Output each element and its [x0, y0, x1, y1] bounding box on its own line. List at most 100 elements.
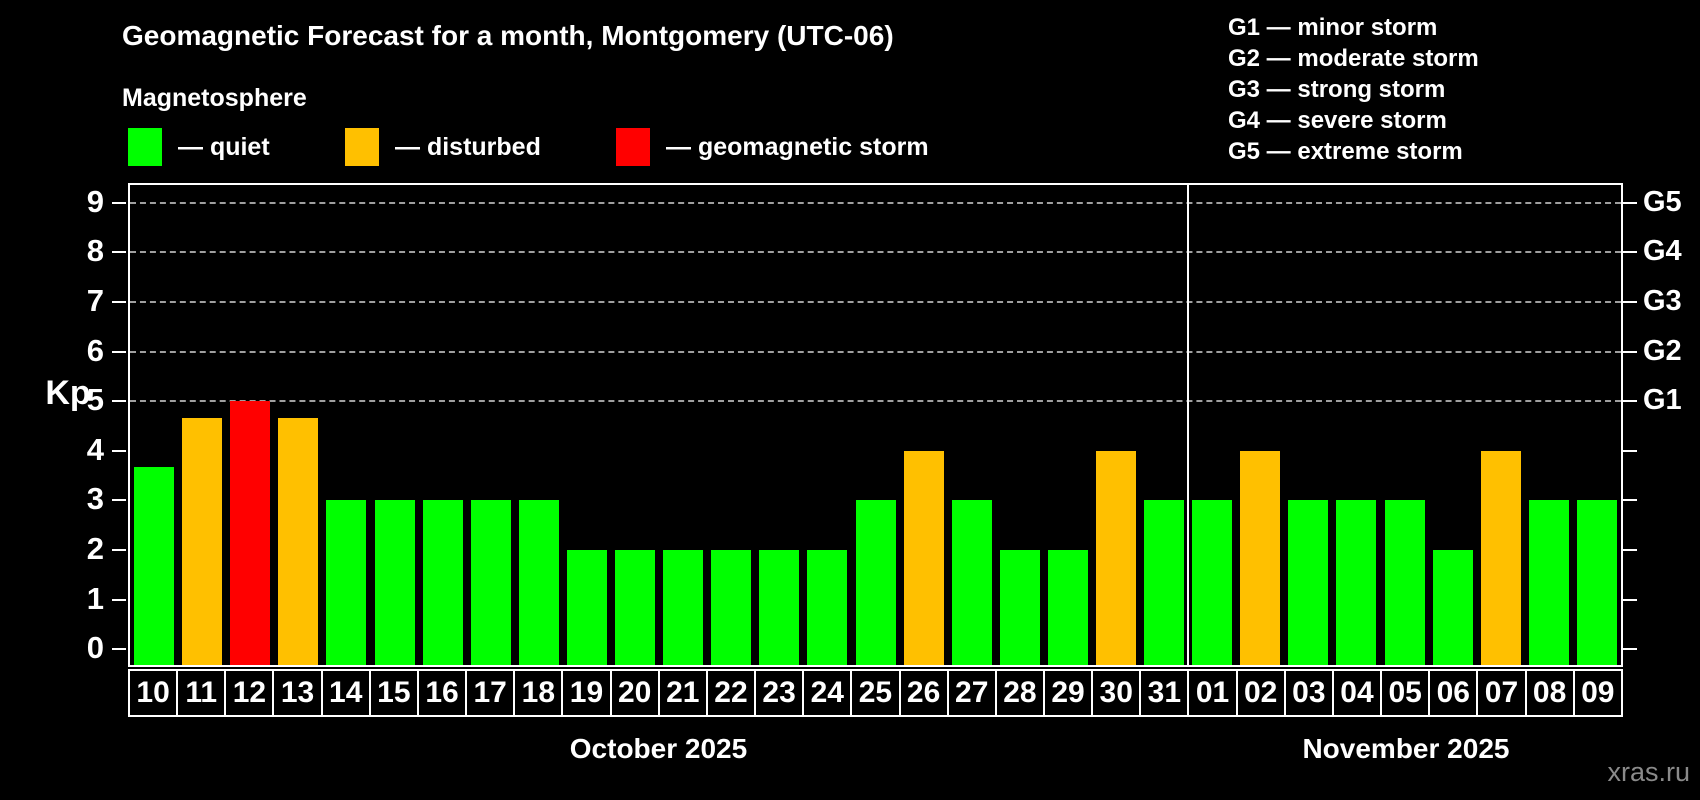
day-label-cell-27: 27 [949, 671, 997, 715]
y-axis-tick-right-2 [1623, 548, 1637, 551]
y-axis-tick-right-9 [1623, 201, 1637, 204]
bar-day-24 [807, 549, 848, 665]
bar-day-02 [1240, 450, 1281, 665]
bar-day-05 [1384, 500, 1425, 665]
g-legend-line-g3: G3 — strong storm [1228, 76, 1446, 103]
storm-color-swatch [616, 128, 650, 166]
g-axis-label-g5: G5 [1643, 185, 1682, 218]
day-label-cell-24: 24 [804, 671, 853, 715]
y-tick-label-4: 4 [86, 431, 104, 467]
y-tick-label-9: 9 [86, 183, 104, 219]
day-label-cell-08: 08 [1527, 671, 1575, 715]
day-label-cell-09: 09 [1581, 676, 1615, 709]
bar-day-09 [1576, 500, 1617, 665]
day-label-cell-29: 29 [1045, 671, 1094, 715]
gridline-kp7 [130, 301, 1621, 304]
g-legend-line-g2: G2 — moderate storm [1228, 45, 1479, 72]
bar-day-20 [615, 549, 656, 665]
bar-day-01 [1192, 500, 1233, 665]
gridline-kp6 [130, 350, 1621, 353]
gridline-kp9 [130, 201, 1621, 204]
day-label-cell-19: 19 [563, 671, 612, 715]
day-label-cell-02: 02 [1238, 671, 1286, 715]
quiet-color-swatch [128, 128, 162, 166]
day-label-cell-13: 13 [274, 671, 323, 715]
bar-day-27 [951, 500, 992, 665]
bar-day-18 [518, 500, 559, 665]
bar-day-03 [1288, 500, 1329, 665]
y-axis-tick-left-9 [112, 201, 126, 204]
bar-day-19 [566, 549, 607, 665]
day-label-cell-28: 28 [997, 671, 1045, 715]
day-label-cell-26: 26 [901, 671, 949, 715]
bar-day-14 [326, 500, 367, 665]
bar-day-15 [374, 500, 415, 665]
legend-item-quiet: — quiet [128, 128, 270, 166]
bar-day-29 [1047, 549, 1088, 665]
g-axis-label-g4: G4 [1643, 235, 1682, 268]
bar-day-12 [230, 401, 271, 665]
day-label-cell-06: 06 [1430, 671, 1479, 715]
month-separator-line [1187, 185, 1190, 665]
g-axis-label-g1: G1 [1643, 384, 1682, 417]
bar-day-21 [663, 549, 704, 665]
legend-label-disturbed: — disturbed [395, 132, 541, 161]
day-label-cell-31: 31 [1141, 671, 1190, 715]
y-axis-tick-left-7 [112, 301, 126, 304]
y-tick-label-3: 3 [86, 481, 104, 517]
legend-label-storm: — geomagnetic storm [666, 132, 929, 161]
y-tick-label-5: 5 [86, 382, 104, 418]
bar-day-22 [711, 549, 752, 665]
day-label-cell-30: 30 [1093, 671, 1142, 715]
day-label-cell-18: 18 [515, 671, 564, 715]
y-axis-tick-left-3 [112, 499, 126, 502]
day-label-cell-17: 17 [467, 671, 516, 715]
y-axis-tick-right-1 [1623, 598, 1637, 601]
bar-day-23 [759, 549, 800, 665]
g-scale-legend: G1 — minor storm G2 — moderate storm G3 … [1228, 12, 1479, 167]
day-label-cell-23: 23 [756, 671, 805, 715]
day-label-cell-05: 05 [1382, 671, 1431, 715]
legend-item-disturbed: — disturbed [345, 128, 541, 166]
y-axis-tick-right-5 [1623, 400, 1637, 403]
day-label-cell-16: 16 [419, 671, 468, 715]
chart-subtitle: Magnetosphere [122, 84, 307, 112]
day-label-row: 10 11 12 13 14 15 16 17 18 19 20 21 22 23 24 25 26 27 28 29… [128, 669, 1623, 717]
bar-day-25 [855, 500, 896, 665]
y-tick-label-6: 6 [86, 332, 104, 368]
bar-day-28 [999, 549, 1040, 665]
y-axis-tick-right-6 [1623, 350, 1637, 353]
disturbed-color-swatch [345, 128, 379, 166]
y-axis-tick-right-7 [1623, 301, 1637, 304]
y-axis-tick-right-8 [1623, 251, 1637, 254]
bar-day-11 [182, 417, 223, 665]
day-label-cell-15: 15 [371, 671, 419, 715]
y-axis-tick-left-4 [112, 449, 126, 452]
y-axis-title: Kp [45, 374, 91, 412]
g-axis-label-g2: G2 [1643, 334, 1682, 367]
y-axis-tick-left-6 [112, 350, 126, 353]
day-label-cell-25: 25 [852, 671, 901, 715]
y-axis-tick-right-3 [1623, 499, 1637, 502]
bar-day-16 [422, 500, 463, 665]
chart-title: Geomagnetic Forecast for a month, Montgo… [122, 20, 894, 51]
g-axis-label-g3: G3 [1643, 285, 1682, 318]
g-legend-line-g4: G4 — severe storm [1228, 107, 1447, 134]
bar-day-04 [1336, 500, 1377, 665]
gridline-kp5 [130, 400, 1621, 403]
y-axis-tick-left-1 [112, 598, 126, 601]
y-axis-tick-right-0 [1623, 648, 1637, 651]
day-label-cell-14: 14 [323, 671, 371, 715]
legend-label-quiet: — quiet [178, 132, 270, 161]
month-label-1: November 2025 [1302, 733, 1510, 764]
y-tick-label-7: 7 [86, 283, 104, 319]
bar-day-26 [903, 450, 944, 665]
bar-day-10 [134, 467, 175, 665]
gridline-kp8 [130, 251, 1621, 254]
bar-day-08 [1528, 500, 1569, 665]
day-label-cell-07: 07 [1478, 671, 1527, 715]
day-label-cell-01: 01 [1189, 671, 1238, 715]
day-label-cell-11: 11 [178, 671, 227, 715]
g-legend-line-g5: G5 — extreme storm [1228, 138, 1463, 165]
